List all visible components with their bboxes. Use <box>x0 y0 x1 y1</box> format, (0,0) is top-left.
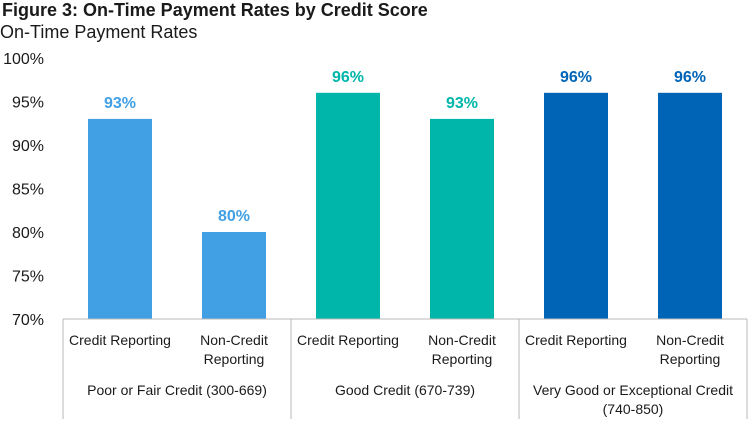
y-tick-label: 70% <box>12 312 44 329</box>
bar-value-label: 93% <box>446 95 478 112</box>
category-label: Non-Credit Reporting <box>200 332 268 367</box>
bar-value-label: 96% <box>674 69 706 86</box>
y-axis-ticks: 70% 75% 80% 85% 90% 95% 100% <box>3 51 44 329</box>
bar <box>430 118 494 320</box>
category-axis: Credit Reporting Non-Credit Reporting Poor … <box>62 318 748 419</box>
y-axis-label: On-Time Payment Rates <box>0 22 198 42</box>
category-label: Credit Reporting <box>525 332 627 348</box>
y-tick-label: 85% <box>12 182 44 199</box>
y-tick-label: 80% <box>12 225 44 242</box>
group-label: Poor or Fair Credit (300-669) <box>87 382 267 398</box>
group-label: Very Good or Exceptional Credit (740-850) <box>533 382 733 417</box>
bar <box>316 92 380 319</box>
chart-title: Figure 3: On-Time Payment Rates by Credi… <box>2 0 428 20</box>
y-tick-label: 75% <box>12 269 44 286</box>
category-label: Credit Reporting <box>69 332 171 348</box>
y-tick-label: 90% <box>12 138 44 155</box>
bar-value-label: 96% <box>560 69 592 86</box>
category-label: Non-Credit Reporting <box>656 332 724 367</box>
bar-value-label: 93% <box>104 95 136 112</box>
bar-value-label: 80% <box>218 208 250 225</box>
bar <box>658 92 722 319</box>
group-label: Good Credit (670-739) <box>335 382 475 398</box>
category-label: Credit Reporting <box>297 332 399 348</box>
bar <box>544 92 608 319</box>
bars-layer: 93% 80% 96% 93% 96% 96% <box>88 69 722 320</box>
y-tick-label: 95% <box>12 95 44 112</box>
bar <box>88 118 152 320</box>
category-label: Non-Credit Reporting <box>428 332 496 367</box>
y-tick-label: 100% <box>3 51 44 68</box>
bar-value-label: 96% <box>332 69 364 86</box>
bar <box>202 232 266 319</box>
